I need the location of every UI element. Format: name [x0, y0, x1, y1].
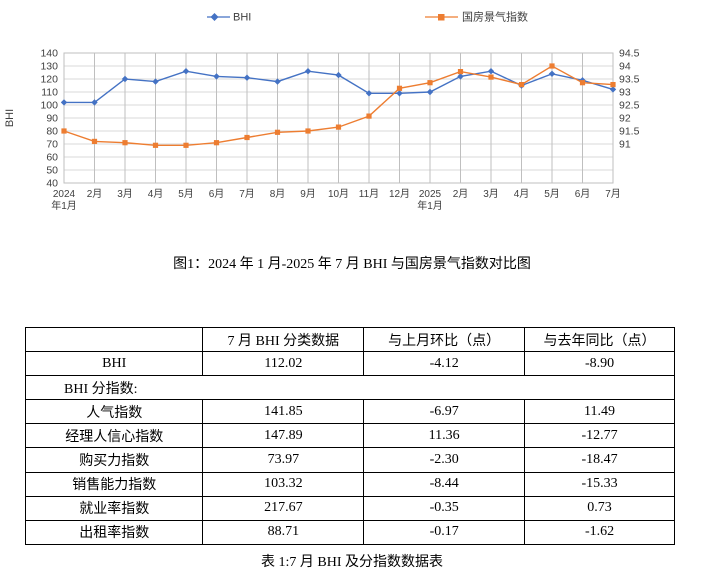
svg-text:91.5: 91.5: [619, 126, 640, 138]
svg-text:120: 120: [40, 74, 58, 86]
svg-text:12月: 12月: [389, 188, 410, 200]
svg-text:80: 80: [46, 126, 58, 138]
svg-text:5月: 5月: [544, 188, 560, 200]
svg-text:93.5: 93.5: [619, 74, 640, 86]
svg-text:40: 40: [46, 178, 58, 190]
svg-text:3月: 3月: [117, 188, 133, 200]
svg-text:100: 100: [40, 100, 58, 112]
svg-text:2024: 2024: [53, 189, 76, 200]
svg-text:BHI: BHI: [4, 109, 16, 127]
svg-text:4月: 4月: [148, 188, 164, 200]
svg-text:7月: 7月: [605, 188, 621, 200]
svg-text:2025: 2025: [419, 189, 442, 200]
svg-text:92.5: 92.5: [619, 100, 640, 112]
svg-text:70: 70: [46, 139, 58, 151]
svg-text:6月: 6月: [209, 188, 225, 200]
svg-text:60: 60: [46, 152, 58, 164]
svg-text:5月: 5月: [178, 188, 194, 200]
svg-text:年1月: 年1月: [417, 199, 443, 212]
svg-text:2月: 2月: [87, 188, 103, 200]
svg-text:90: 90: [46, 113, 58, 125]
svg-text:140: 140: [40, 48, 58, 60]
svg-text:6月: 6月: [575, 188, 591, 200]
svg-text:50: 50: [46, 165, 58, 177]
svg-text:92: 92: [619, 113, 631, 125]
svg-text:9月: 9月: [300, 188, 316, 200]
svg-text:93: 93: [619, 87, 631, 99]
svg-text:国房景气指数: 国房景气指数: [462, 10, 528, 24]
svg-text:2月: 2月: [453, 188, 469, 200]
svg-text:130: 130: [40, 61, 58, 73]
svg-text:4月: 4月: [514, 188, 530, 200]
svg-text:10月: 10月: [328, 188, 349, 200]
svg-text:11月: 11月: [359, 188, 379, 200]
svg-text:94: 94: [619, 61, 631, 73]
svg-text:3月: 3月: [483, 188, 499, 200]
svg-text:110: 110: [41, 87, 58, 99]
svg-text:8月: 8月: [270, 188, 286, 200]
svg-text:年1月: 年1月: [51, 199, 77, 212]
svg-text:BHI: BHI: [233, 12, 251, 24]
svg-text:94.5: 94.5: [619, 48, 640, 60]
svg-text:7月: 7月: [239, 188, 255, 200]
svg-text:91: 91: [619, 139, 631, 151]
